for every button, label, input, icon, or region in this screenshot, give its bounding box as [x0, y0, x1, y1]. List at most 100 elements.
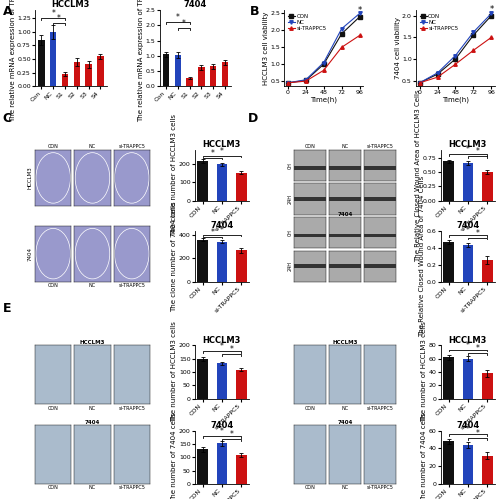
- X-axis label: si-TRAPPC5: si-TRAPPC5: [118, 486, 145, 491]
- X-axis label: CON: CON: [304, 486, 316, 491]
- CON: [356, 14, 362, 20]
- Bar: [163, 54, 170, 86]
- Bar: [216, 363, 227, 399]
- si-TRAPPC5: [320, 67, 326, 73]
- Title: HCCLM3: HCCLM3: [80, 340, 105, 345]
- CON: [285, 80, 291, 86]
- Title: HCCLM3: HCCLM3: [52, 0, 90, 9]
- Line: CON: CON: [286, 15, 362, 84]
- Bar: [328, 166, 361, 170]
- CON: [416, 80, 422, 86]
- si-TRAPPC5: [434, 74, 440, 80]
- Bar: [86, 64, 92, 86]
- Text: *: *: [220, 427, 224, 436]
- X-axis label: NC: NC: [89, 486, 96, 491]
- X-axis label: CON: CON: [48, 486, 58, 491]
- Line: CON: CON: [418, 14, 493, 84]
- Bar: [198, 67, 204, 86]
- Bar: [236, 250, 246, 282]
- Y-axis label: 7404: 7404: [27, 247, 32, 260]
- Title: HCCLM3: HCCLM3: [332, 340, 357, 345]
- Title: 7404: 7404: [337, 420, 352, 425]
- Title: CON: CON: [48, 145, 58, 150]
- Bar: [38, 40, 44, 86]
- NC: [416, 80, 422, 86]
- Y-axis label: The Relative Closed Wound Area of HCCLM3 Cells: The Relative Closed Wound Area of HCCLM3…: [416, 89, 422, 261]
- CON: [434, 71, 440, 77]
- Y-axis label: 0H: 0H: [288, 229, 292, 236]
- Bar: [328, 197, 361, 201]
- si-TRAPPC5: [303, 78, 309, 84]
- Y-axis label: 24H: 24H: [288, 261, 292, 271]
- Text: *: *: [220, 226, 224, 235]
- X-axis label: CON: CON: [48, 283, 58, 288]
- Line: NC: NC: [286, 11, 362, 84]
- CON: [338, 31, 344, 37]
- Bar: [364, 166, 396, 170]
- NC: [285, 80, 291, 86]
- Y-axis label: The number of 7404 cells: The number of 7404 cells: [422, 413, 428, 499]
- Title: 7404: 7404: [85, 420, 100, 425]
- Text: *: *: [466, 341, 470, 350]
- Text: *: *: [57, 14, 61, 23]
- NC: [434, 70, 440, 76]
- Bar: [197, 240, 208, 282]
- si-TRAPPC5: [416, 80, 422, 86]
- Text: A: A: [2, 5, 12, 18]
- Text: *: *: [176, 13, 180, 22]
- X-axis label: CON: CON: [304, 406, 316, 411]
- si-TRAPPC5: [452, 61, 458, 67]
- Title: NC: NC: [89, 145, 96, 150]
- Text: D: D: [248, 112, 258, 125]
- X-axis label: NC: NC: [342, 486, 348, 491]
- Text: E: E: [2, 302, 11, 315]
- NC: [470, 29, 476, 35]
- X-axis label: si-TRAPPC5: si-TRAPPC5: [118, 283, 145, 288]
- Text: *: *: [490, 5, 494, 14]
- Bar: [482, 373, 492, 399]
- si-TRAPPC5: [285, 80, 291, 86]
- Line: si-TRAPPC5: si-TRAPPC5: [286, 34, 362, 84]
- Text: *: *: [210, 228, 214, 237]
- Y-axis label: The number of HCCLM3 cells: The number of HCCLM3 cells: [422, 321, 428, 422]
- CON: [488, 12, 494, 18]
- CON: [303, 77, 309, 83]
- Bar: [197, 449, 208, 484]
- Legend: CON, NC, si-TRAPPC5: CON, NC, si-TRAPPC5: [419, 13, 460, 32]
- Text: *: *: [230, 430, 234, 439]
- CON: [320, 61, 326, 67]
- Text: B: B: [250, 5, 260, 18]
- X-axis label: NC: NC: [89, 283, 96, 288]
- Text: *: *: [220, 147, 224, 156]
- Text: *: *: [210, 149, 214, 158]
- NC: [356, 10, 362, 16]
- Bar: [197, 359, 208, 399]
- Title: HCCLM3: HCCLM3: [448, 335, 487, 344]
- Bar: [328, 234, 361, 237]
- Bar: [328, 264, 361, 267]
- Title: 7404: 7404: [337, 212, 352, 217]
- Title: HCCLM3: HCCLM3: [202, 140, 241, 149]
- X-axis label: si-TRAPPC5: si-TRAPPC5: [118, 406, 145, 411]
- Y-axis label: The clone number of HCCLM3 cells: The clone number of HCCLM3 cells: [172, 114, 177, 236]
- Bar: [236, 370, 246, 399]
- Title: 7404: 7404: [456, 221, 479, 230]
- Bar: [462, 445, 473, 484]
- Bar: [97, 56, 103, 86]
- CON: [452, 56, 458, 62]
- Y-axis label: HCCLM3 cell viability: HCCLM3 cell viability: [263, 11, 269, 85]
- Text: *: *: [466, 425, 470, 434]
- Text: *: *: [476, 344, 480, 353]
- Bar: [236, 173, 246, 201]
- Title: HCCLM3: HCCLM3: [202, 335, 241, 344]
- Title: 7404: 7404: [210, 421, 234, 430]
- NC: [452, 52, 458, 58]
- Line: NC: NC: [418, 11, 493, 84]
- Text: *: *: [466, 227, 470, 236]
- Bar: [462, 359, 473, 399]
- Bar: [174, 55, 181, 86]
- X-axis label: Time(h): Time(h): [310, 97, 337, 103]
- Text: *: *: [358, 6, 362, 15]
- Bar: [186, 78, 193, 86]
- Bar: [294, 197, 326, 201]
